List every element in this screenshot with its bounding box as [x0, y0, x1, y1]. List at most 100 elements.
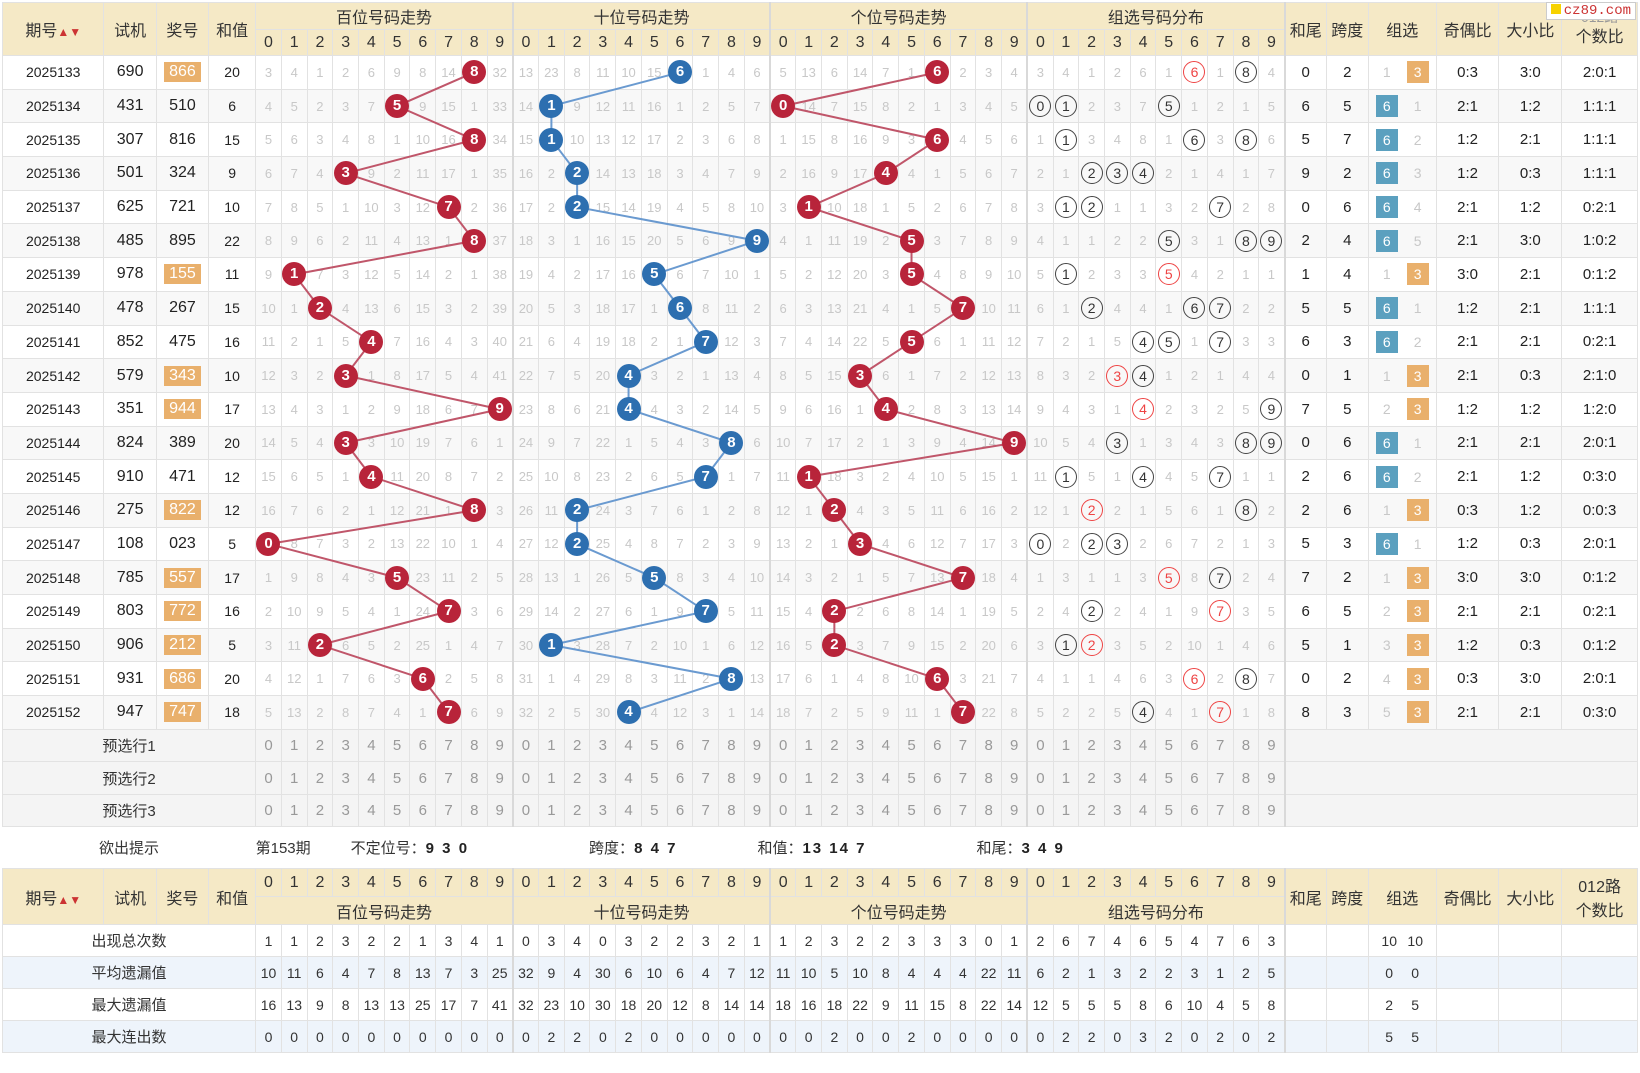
preselect-digit[interactable]: 2 — [1078, 793, 1105, 828]
preselect-digit[interactable]: 3 — [1103, 793, 1131, 828]
preselect-digit[interactable]: 9 — [1258, 793, 1286, 828]
preselect-digit[interactable]: 0 — [255, 761, 282, 795]
preselect-digit[interactable]: 8 — [460, 793, 488, 828]
preselect-digit[interactable]: 1 — [280, 793, 308, 828]
preselect-digit[interactable]: 5 — [383, 761, 411, 795]
issue-header[interactable]: 期号▲▼ — [1, 2, 105, 56]
preselect-digit[interactable]: 0 — [1026, 728, 1054, 763]
preselect-digit[interactable]: 2 — [1078, 761, 1105, 795]
preselect-digit[interactable]: 3 — [589, 793, 617, 828]
preselect-digit[interactable]: 1 — [280, 761, 308, 795]
preselect-digit[interactable]: 4 — [1129, 793, 1157, 828]
preselect-digit[interactable]: 4 — [1129, 761, 1157, 795]
preselect-digit[interactable]: 5 — [640, 728, 668, 763]
preselect-digit[interactable]: 0 — [769, 793, 797, 828]
preselect-digit[interactable]: 9 — [743, 728, 772, 763]
preselect-digit[interactable]: 5 — [383, 728, 411, 763]
preselect-digit[interactable]: 2 — [563, 761, 591, 795]
preselect-digit[interactable]: 4 — [615, 761, 642, 795]
preselect-digit[interactable]: 8 — [975, 793, 1003, 828]
preselect-digit[interactable]: 1 — [280, 728, 308, 763]
preselect-digit[interactable]: 7 — [949, 728, 977, 763]
preselect-digit[interactable]: 7 — [435, 761, 462, 795]
preselect-digit[interactable]: 2 — [821, 728, 848, 763]
preselect-digit[interactable]: 9 — [486, 761, 514, 795]
preselect-digit[interactable]: 1 — [795, 793, 822, 828]
preselect-digit[interactable]: 9 — [1258, 728, 1286, 763]
preselect-digit[interactable]: 7 — [435, 793, 462, 828]
preselect-digit[interactable]: 0 — [512, 728, 540, 763]
preselect-digit[interactable]: 6 — [923, 761, 951, 795]
preselect-digit[interactable]: 0 — [255, 728, 282, 763]
preselect-digit[interactable]: 9 — [743, 761, 772, 795]
preselect-digit[interactable]: 3 — [846, 793, 874, 828]
preselect-digit[interactable]: 2 — [306, 761, 334, 795]
preselect-digit[interactable]: 7 — [692, 728, 720, 763]
preselect-digit[interactable]: 7 — [692, 793, 720, 828]
preselect-digit[interactable]: 0 — [1026, 793, 1054, 828]
preselect-digit[interactable]: 0 — [512, 761, 540, 795]
preselect-digit[interactable]: 0 — [1026, 761, 1054, 795]
preselect-digit[interactable]: 3 — [1103, 728, 1131, 763]
preselect-digit[interactable]: 2 — [563, 728, 591, 763]
preselect-digit[interactable]: 8 — [1232, 761, 1260, 795]
preselect-digit[interactable]: 3 — [589, 728, 617, 763]
preselect-digit[interactable]: 1 — [538, 793, 565, 828]
preselect-digit[interactable]: 7 — [1206, 728, 1234, 763]
preselect-digit[interactable]: 3 — [332, 728, 359, 763]
preselect-digit[interactable]: 9 — [486, 793, 514, 828]
preselect-digit[interactable]: 8 — [718, 761, 745, 795]
preselect-digit[interactable]: 8 — [460, 728, 488, 763]
preselect-digit[interactable]: 9 — [1001, 761, 1029, 795]
preselect-digit[interactable]: 4 — [615, 728, 642, 763]
preselect-digit[interactable]: 5 — [898, 761, 925, 795]
preselect-digit[interactable]: 5 — [640, 761, 668, 795]
preselect-digit[interactable]: 7 — [949, 761, 977, 795]
preselect-digit[interactable]: 3 — [589, 761, 617, 795]
preselect-digit[interactable]: 2 — [821, 793, 848, 828]
preselect-digit[interactable]: 6 — [666, 761, 694, 795]
preselect-digit[interactable]: 4 — [358, 728, 385, 763]
preselect-digit[interactable]: 1 — [1052, 761, 1080, 795]
preselect-digit[interactable]: 1 — [795, 761, 822, 795]
preselect-digit[interactable]: 2 — [306, 793, 334, 828]
preselect-digit[interactable]: 1 — [1052, 728, 1080, 763]
preselect-digit[interactable]: 4 — [872, 728, 900, 763]
preselect-digit[interactable]: 4 — [872, 793, 900, 828]
preselect-digit[interactable]: 5 — [898, 793, 925, 828]
preselect-digit[interactable]: 3 — [332, 761, 359, 795]
preselect-digit[interactable]: 8 — [1232, 793, 1260, 828]
preselect-digit[interactable]: 9 — [1001, 728, 1029, 763]
preselect-digit[interactable]: 1 — [538, 728, 565, 763]
preselect-digit[interactable]: 6 — [409, 793, 437, 828]
preselect-digit[interactable]: 5 — [1155, 728, 1183, 763]
preselect-digit[interactable]: 4 — [615, 793, 642, 828]
preselect-digit[interactable]: 9 — [486, 728, 514, 763]
preselect-digit[interactable]: 3 — [846, 728, 874, 763]
preselect-digit[interactable]: 7 — [1206, 761, 1234, 795]
preselect-digit[interactable]: 1 — [1052, 793, 1080, 828]
preselect-digit[interactable]: 6 — [409, 728, 437, 763]
preselect-digit[interactable]: 2 — [821, 761, 848, 795]
site-logo[interactable]: cz89.com — [1545, 2, 1636, 20]
preselect-digit[interactable]: 0 — [255, 793, 282, 828]
preselect-digit[interactable]: 8 — [718, 728, 745, 763]
preselect-digit[interactable]: 0 — [512, 793, 540, 828]
preselect-digit[interactable]: 6 — [666, 793, 694, 828]
preselect-digit[interactable]: 6 — [1181, 761, 1208, 795]
preselect-digit[interactable]: 0 — [769, 761, 797, 795]
preselect-digit[interactable]: 2 — [1078, 728, 1105, 763]
footer-sort-arrows-icon[interactable]: ▲▼ — [57, 892, 82, 907]
preselect-digit[interactable]: 3 — [846, 761, 874, 795]
preselect-digit[interactable]: 2 — [306, 728, 334, 763]
preselect-digit[interactable]: 8 — [1232, 728, 1260, 763]
preselect-digit[interactable]: 8 — [718, 793, 745, 828]
preselect-digit[interactable]: 4 — [1129, 728, 1157, 763]
preselect-digit[interactable]: 6 — [923, 793, 951, 828]
preselect-digit[interactable]: 4 — [358, 793, 385, 828]
preselect-digit[interactable]: 5 — [1155, 793, 1183, 828]
preselect-digit[interactable]: 8 — [975, 728, 1003, 763]
preselect-digit[interactable]: 5 — [383, 793, 411, 828]
preselect-digit[interactable]: 9 — [1001, 793, 1029, 828]
preselect-digit[interactable]: 4 — [358, 761, 385, 795]
